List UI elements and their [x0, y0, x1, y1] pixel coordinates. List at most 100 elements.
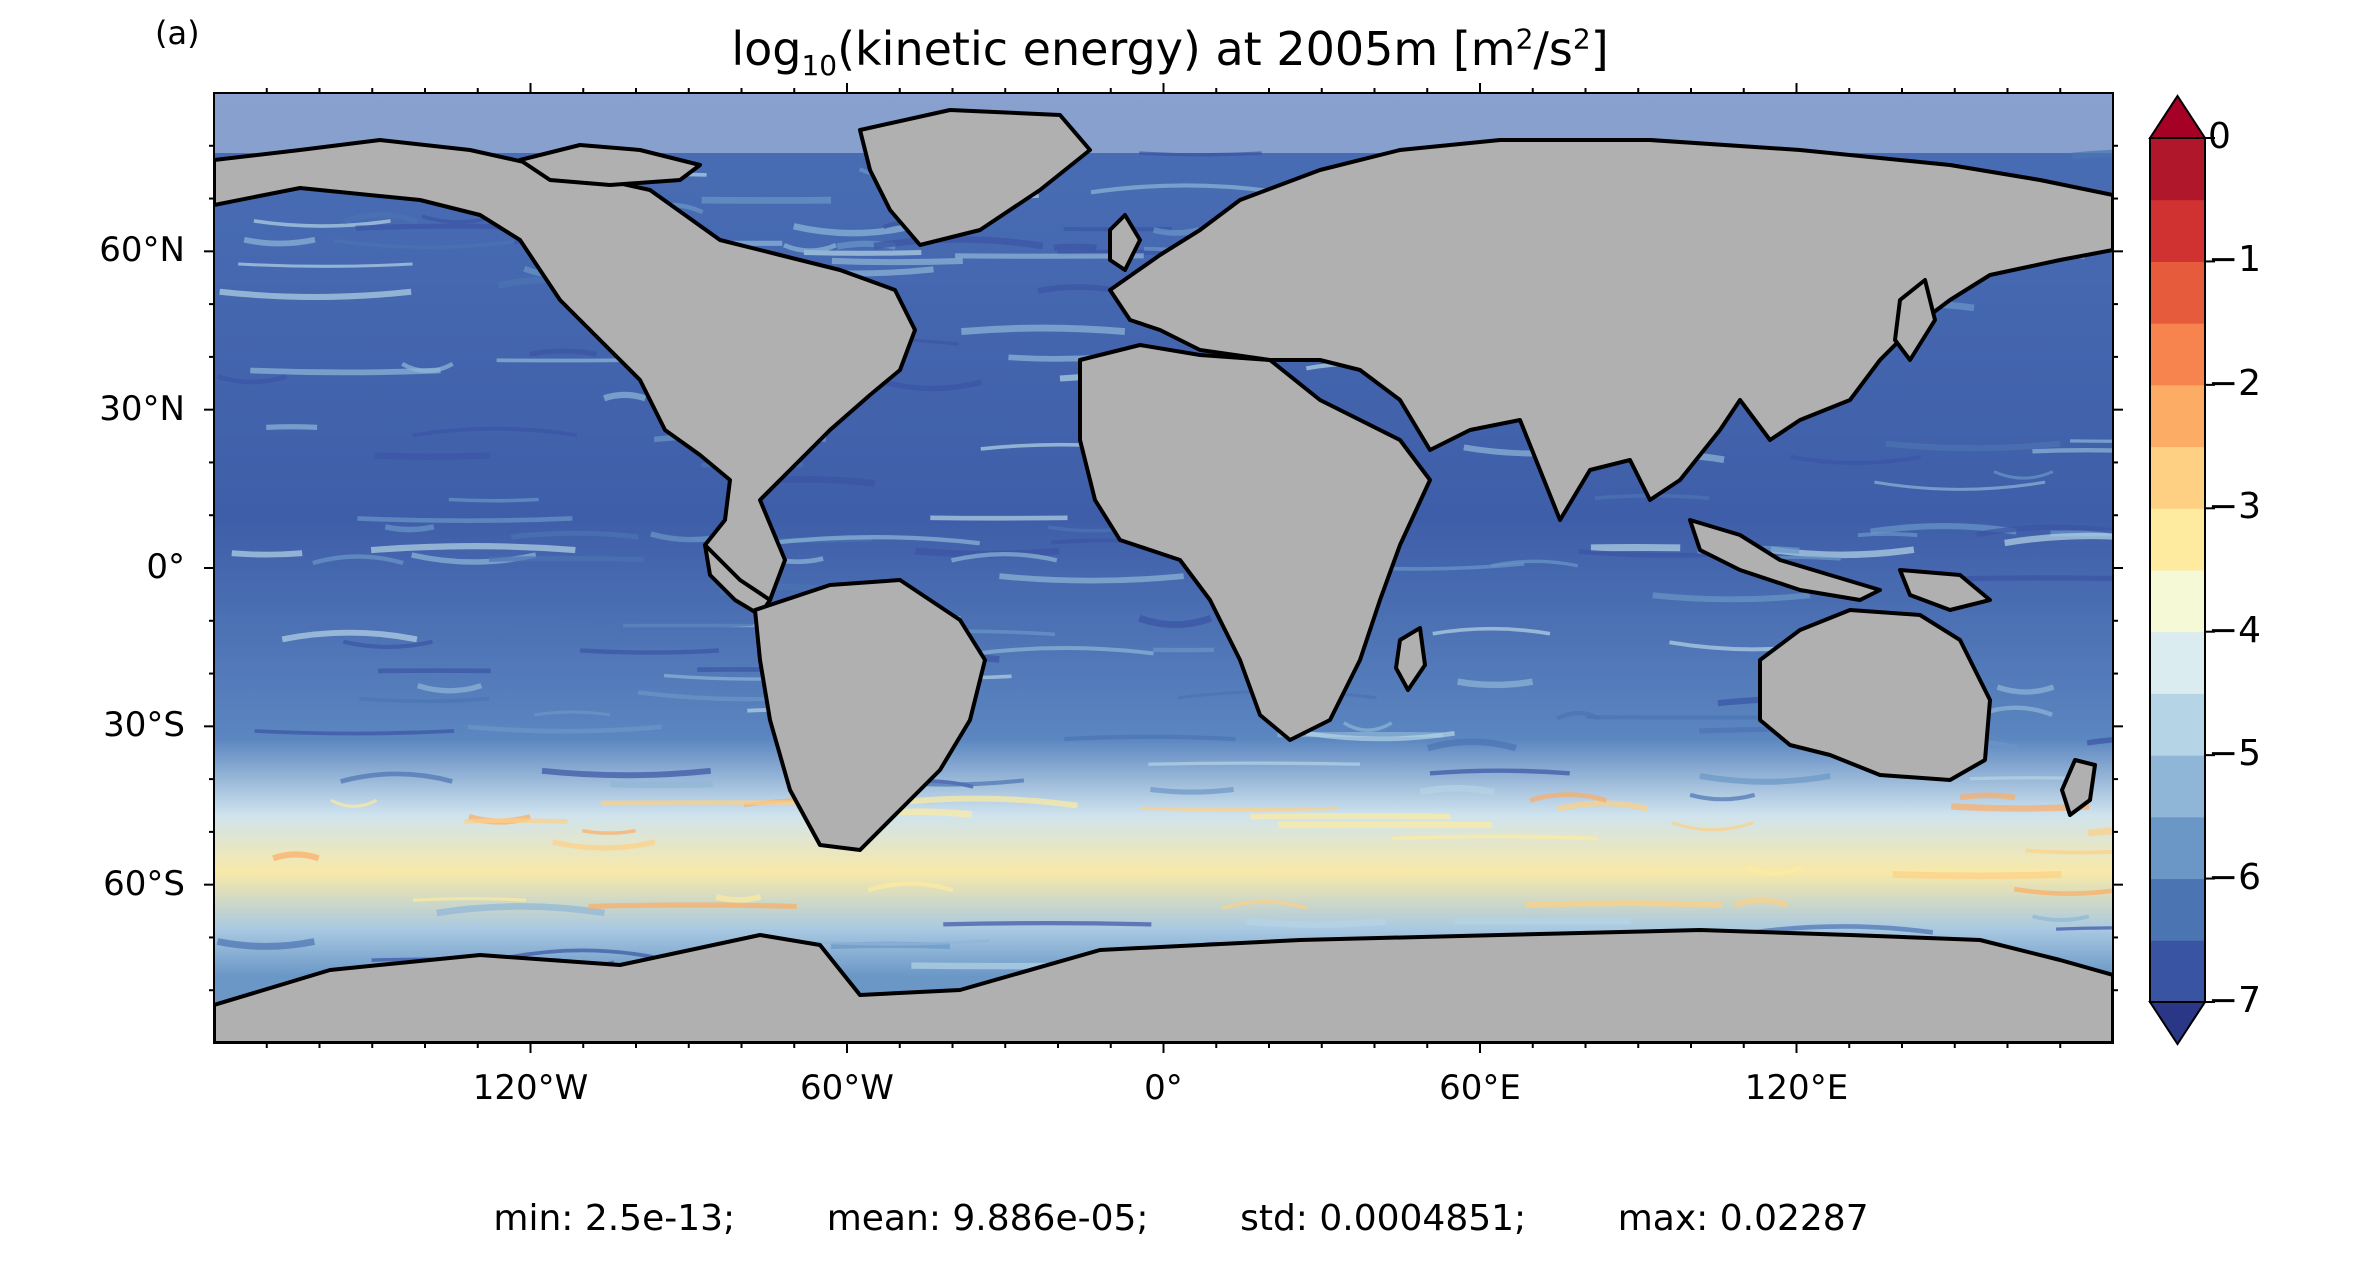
- title-mid: /s: [1533, 22, 1573, 76]
- lat-label: 30°N: [99, 388, 185, 429]
- land-australia: [1758, 608, 1992, 782]
- colorbar-segment: [2150, 199, 2205, 262]
- eddy-streak: [1996, 684, 2055, 695]
- eddy-streak: [1525, 900, 1723, 909]
- eddy-streak: [1874, 480, 2046, 491]
- axis-ticks: [204, 83, 2123, 1053]
- eddy-streak: [1342, 721, 1393, 732]
- eddy-streak: [976, 646, 1154, 656]
- land-south-america: [753, 578, 987, 852]
- eddy-streak: [1419, 784, 1495, 796]
- eddy-streak: [883, 379, 983, 392]
- eddy-streak: [580, 648, 720, 655]
- land-eurasia: [1108, 138, 2113, 522]
- eddy-streak: [333, 238, 523, 250]
- eddy-streak: [1148, 761, 1361, 766]
- eddy-streak: [2087, 827, 2113, 837]
- eddy-streak: [1959, 792, 2016, 801]
- stat-std: std: 0.0004851;: [1240, 1198, 1527, 1239]
- title-sup-2: 2: [1572, 22, 1591, 56]
- eddy-streak: [1490, 559, 1579, 568]
- eddy-streak: [1948, 624, 1993, 630]
- eddy-streak: [1391, 834, 1598, 841]
- title-prefix: log: [731, 22, 802, 76]
- colorbar-tick-label: −2: [2208, 362, 2262, 404]
- eddy-streak: [342, 639, 433, 649]
- eddy-streak: [1689, 792, 1756, 802]
- eddy-streak: [416, 683, 483, 694]
- title-main: (kinetic energy) at 2005m [m: [837, 22, 1516, 76]
- eddy-streak: [1305, 731, 1455, 742]
- eddy-streak: [1138, 614, 1213, 629]
- land-uk: [1108, 213, 1142, 272]
- eddy-streak: [448, 497, 539, 503]
- colorbar-tick-label: 0: [2208, 116, 2231, 157]
- colorbar-tick-label: −4: [2208, 609, 2262, 651]
- colorbar-segment: [2150, 323, 2205, 386]
- eddy-streak: [610, 780, 713, 789]
- colorbar-segment: [2150, 446, 2205, 509]
- eddy-streak: [1752, 924, 1934, 935]
- eddy-streak: [413, 896, 527, 902]
- eddy-streak: [2032, 447, 2113, 454]
- eddy-streak: [412, 426, 577, 437]
- eddy-streak: [374, 452, 490, 460]
- eddy-streak: [219, 288, 412, 300]
- colorbar-segment: [2150, 878, 2205, 941]
- colorbar-segment: [2150, 138, 2205, 201]
- eddy-streak: [1790, 455, 1921, 465]
- eddy-streak: [961, 324, 1126, 335]
- eddy-streak: [715, 894, 762, 903]
- eddy-streak: [467, 724, 663, 734]
- land-madagascar: [1394, 626, 1427, 692]
- eddy-streak: [464, 818, 568, 824]
- colorbar-segment: [2150, 570, 2205, 633]
- eddy-streak: [1457, 678, 1534, 689]
- land-new-zealand: [2060, 758, 2097, 817]
- eddy-streak: [1857, 532, 1918, 538]
- lat-label: 60°S: [103, 863, 185, 904]
- eddy-streak: [1150, 786, 1234, 795]
- eddy-streak: [250, 367, 441, 376]
- eddy-streak: [2086, 737, 2113, 746]
- stat-mean: mean: 9.886e-05;: [826, 1198, 1149, 1239]
- eddy-streak: [359, 696, 490, 704]
- eddy-streak: [272, 851, 320, 862]
- eddy-streak: [1885, 440, 2061, 452]
- eddy-streak: [581, 828, 636, 835]
- colorbar-tick-label: −5: [2208, 733, 2262, 775]
- panel-label: (a): [155, 14, 200, 52]
- eddy-streak: [541, 767, 712, 779]
- eddy-streak: [603, 391, 647, 402]
- eddy-streak: [254, 729, 455, 736]
- eddy-streak: [330, 798, 378, 808]
- eddy-streak: [2055, 926, 2113, 931]
- eddy-streak: [1429, 768, 1570, 776]
- eddy-streak: [243, 236, 316, 247]
- eddy-streak: [943, 921, 1152, 927]
- eddy-streak: [266, 424, 318, 430]
- eddy-streak: [529, 348, 598, 357]
- colorbar-segment: [2150, 693, 2205, 756]
- eddy-streak: [1222, 899, 1308, 910]
- eddy-streak: [1671, 821, 1754, 832]
- lon-label: 60°E: [1439, 1068, 1521, 1108]
- colorbar-segment: [2150, 631, 2205, 694]
- arctic-no-data: [214, 93, 2113, 153]
- eddy-streak: [1976, 524, 2113, 538]
- eddy-streak: [1699, 773, 1831, 785]
- eddy-streak: [803, 249, 922, 256]
- eddy-streak: [1139, 151, 1262, 157]
- lat-label: 30°S: [103, 705, 185, 746]
- title-prefix-subscript: 10: [801, 49, 838, 83]
- eddy-streak: [2025, 848, 2113, 855]
- land-indonesia: [1688, 518, 1882, 602]
- eddy-streak: [2070, 439, 2113, 443]
- eddy-streak: [216, 374, 288, 385]
- eddy-streak: [1892, 870, 2062, 880]
- eddy-streak: [2032, 914, 2090, 922]
- colorbar-segment: [2150, 816, 2205, 880]
- stat-min: min: 2.5e-13;: [493, 1198, 736, 1239]
- eddy-streak: [588, 902, 797, 910]
